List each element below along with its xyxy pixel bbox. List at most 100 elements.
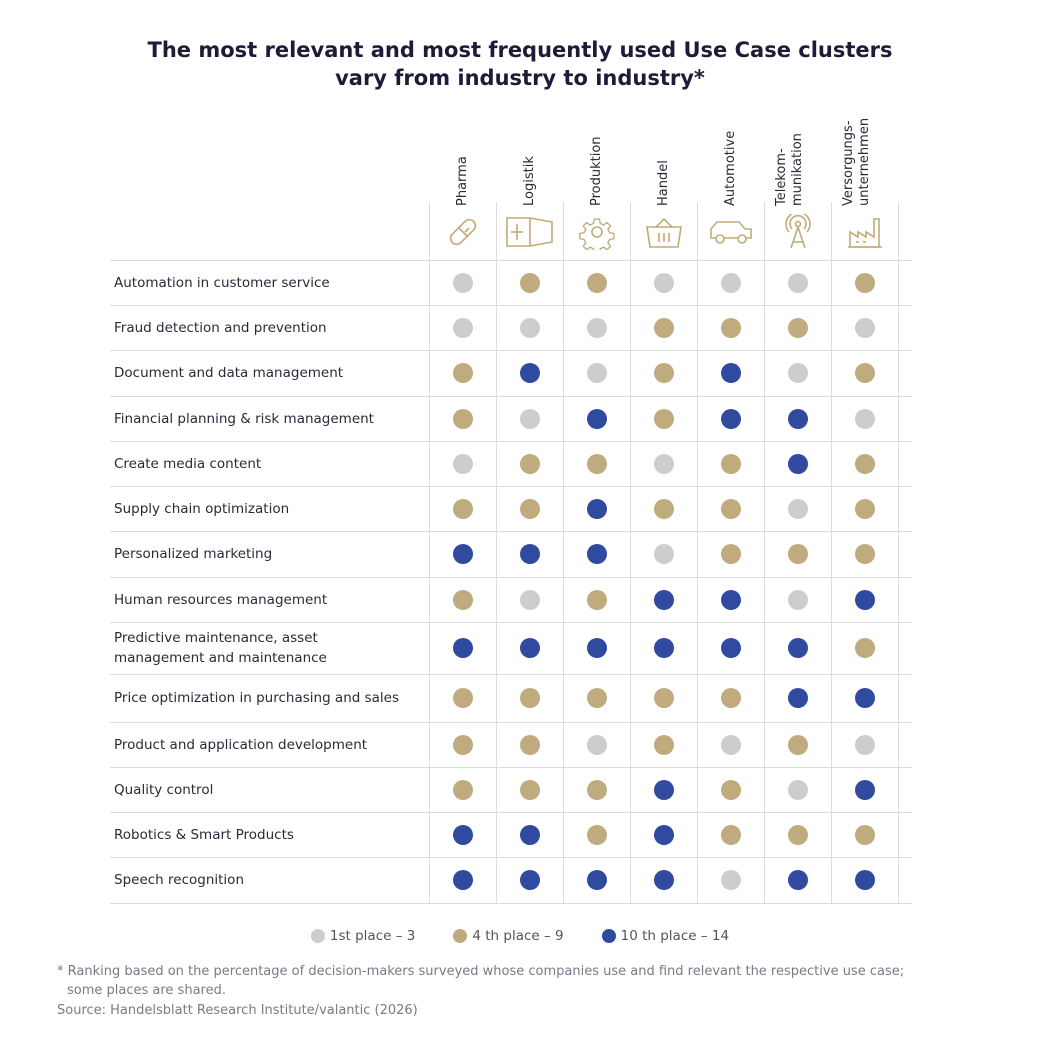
column-label: Produktion (588, 136, 604, 206)
rank-dot-10-14 (720, 589, 741, 610)
row-divider (110, 486, 912, 487)
column-divider (697, 202, 698, 904)
rank-dot-4-9 (653, 688, 674, 708)
rank-dot-1-3 (787, 363, 808, 383)
rank-dot-1-3 (452, 272, 473, 293)
rank-dot-4-9 (720, 688, 741, 708)
rank-dot-1-3 (787, 498, 808, 519)
rank-dot-10-14 (854, 688, 875, 708)
rank-dot-1-3 (519, 589, 540, 610)
gear-icon (563, 212, 630, 252)
rank-dot-4-9 (519, 498, 540, 519)
column-divider (429, 202, 430, 904)
row-divider (110, 531, 912, 532)
column-header: Produktion (563, 110, 630, 206)
rank-dot-10-14 (653, 589, 674, 610)
column-header: Logistik (496, 110, 563, 206)
column-label: Automotive (722, 130, 738, 206)
column-divider (831, 202, 832, 904)
legend-swatch (453, 929, 468, 943)
row-label: Quality control (114, 781, 214, 798)
footnote-line-1: * Ranking based on the percentage of dec… (57, 964, 905, 979)
footnote-line-2: some places are shared. (67, 983, 226, 998)
rank-dot-1-3 (787, 589, 808, 610)
row-divider (110, 767, 912, 768)
rank-dot-4-9 (854, 824, 875, 845)
rank-dot-10-14 (586, 408, 607, 429)
rank-dot-1-3 (519, 408, 540, 429)
rank-dot-10-14 (653, 870, 674, 890)
legend-item: 1st place – 3 (310, 928, 415, 944)
legend-swatch (310, 929, 325, 943)
rank-dot-1-3 (586, 734, 607, 755)
rank-dot-4-9 (519, 734, 540, 755)
rank-dot-10-14 (586, 498, 607, 519)
row-divider (110, 857, 912, 858)
rank-dot-10-14 (854, 870, 875, 890)
rank-dot-4-9 (653, 408, 674, 429)
row-label: Document and data management (114, 365, 344, 381)
rank-dot-10-14 (787, 408, 808, 429)
rank-dot-4-9 (787, 544, 808, 564)
rank-dot-10-14 (452, 824, 473, 845)
rank-dot-1-3 (653, 272, 674, 293)
rank-dot-1-3 (720, 734, 741, 755)
row-label: Robotics & Smart Products (114, 826, 294, 843)
row-divider (110, 396, 912, 397)
rank-dot-4-9 (519, 688, 540, 708)
rank-dot-10-14 (452, 544, 473, 564)
column-header: Telekom- munikation (764, 110, 831, 206)
rank-dot-4-9 (787, 317, 808, 338)
rank-dot-10-14 (586, 544, 607, 564)
rank-dot-1-3 (720, 272, 741, 293)
rank-dot-4-9 (854, 272, 875, 293)
rank-dot-1-3 (452, 317, 473, 338)
rank-dot-4-9 (586, 453, 607, 474)
legend-swatch (601, 929, 616, 943)
rank-dot-1-3 (586, 363, 607, 383)
row-divider (110, 903, 912, 904)
row-divider (110, 577, 912, 578)
rank-dot-1-3 (452, 453, 473, 474)
legend-label: 10 th place – 14 (620, 928, 730, 944)
row-label: Predictive maintenance, asset management… (114, 630, 327, 666)
column-header: Versorgungs- unternehmen (831, 110, 898, 206)
rank-dot-4-9 (854, 498, 875, 519)
rank-dot-4-9 (452, 688, 473, 708)
rank-dot-10-14 (586, 638, 607, 658)
rank-dot-10-14 (519, 638, 540, 658)
row-label: Financial planning & risk management (114, 410, 374, 427)
row-divider (110, 622, 912, 623)
column-divider (630, 202, 631, 904)
row-divider (110, 305, 912, 306)
rank-dot-4-9 (452, 408, 473, 429)
rank-dot-4-9 (586, 779, 607, 800)
rank-dot-4-9 (452, 734, 473, 755)
column-divider (496, 202, 497, 904)
column-header: Automotive (697, 110, 764, 206)
rank-dot-1-3 (519, 317, 540, 338)
legend-label: 4 th place – 9 (472, 928, 564, 944)
rank-dot-4-9 (586, 589, 607, 610)
rank-dot-10-14 (854, 589, 875, 610)
row-label: Automation in customer service (114, 274, 330, 291)
rank-dot-4-9 (519, 272, 540, 293)
rank-dot-4-9 (519, 453, 540, 474)
rank-dot-1-3 (854, 317, 875, 338)
rank-dot-10-14 (720, 363, 741, 383)
rank-dot-4-9 (452, 589, 473, 610)
column-label: Versorgungs- unternehmen (840, 117, 872, 206)
rank-dot-4-9 (586, 824, 607, 845)
row-divider (110, 812, 912, 813)
rank-dot-1-3 (787, 779, 808, 800)
rank-dot-4-9 (854, 638, 875, 658)
row-label: Create media content (114, 455, 262, 472)
column-label: Pharma (454, 156, 470, 206)
rank-dot-1-3 (854, 408, 875, 429)
rank-dot-1-3 (787, 272, 808, 293)
rank-dot-4-9 (720, 453, 741, 474)
rank-dot-4-9 (653, 734, 674, 755)
row-label: Supply chain optimization (114, 500, 290, 517)
rank-dot-10-14 (653, 824, 674, 845)
